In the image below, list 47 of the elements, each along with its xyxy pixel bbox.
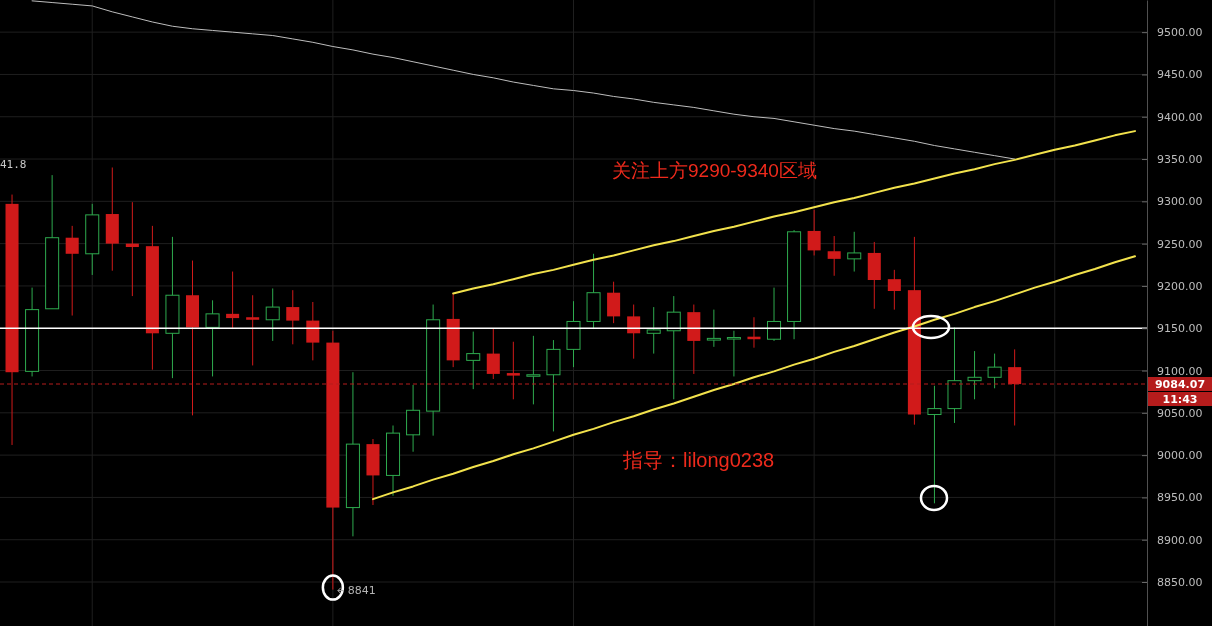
annotation: 8841	[347, 584, 376, 598]
candlestick	[726, 330, 741, 377]
y-tick-label: 9450.00	[1157, 68, 1203, 82]
candlestick	[607, 281, 621, 324]
annotation: 指导：lilong0238	[622, 449, 775, 471]
line-series	[371, 255, 1136, 501]
y-tick-label: 9100.00	[1157, 364, 1203, 378]
candlestick	[887, 269, 901, 311]
y-tick-label: 8900.00	[1157, 533, 1203, 547]
candlestick	[847, 231, 862, 273]
y-tick-label: 9500.00	[1157, 26, 1203, 40]
line-series	[452, 130, 1136, 295]
y-tick-label: 9000.00	[1157, 449, 1203, 463]
candlestick	[205, 299, 220, 377]
y-tick-label: 9250.00	[1157, 237, 1203, 251]
candlestick	[646, 306, 661, 355]
y-tick-label: 9150.00	[1157, 322, 1203, 336]
candlestick	[246, 294, 260, 366]
y-tick-label: 9300.00	[1157, 195, 1203, 209]
candlestick	[526, 335, 541, 405]
candlestick	[226, 271, 240, 330]
text: 11:43	[1162, 392, 1198, 406]
y-tick-label: 8850.00	[1157, 576, 1203, 590]
candlestick	[506, 341, 520, 400]
candlestick	[65, 225, 79, 317]
candlestick	[827, 235, 841, 277]
candlestick	[306, 301, 320, 361]
line-series	[31, 0, 1016, 160]
candlestick	[807, 209, 821, 256]
candlestick	[286, 289, 300, 345]
candlestick	[967, 350, 982, 400]
candlestick	[265, 287, 280, 342]
candlestick	[486, 327, 500, 380]
ref-line-label: 9084.07	[1154, 377, 1206, 391]
candlestick	[767, 287, 782, 342]
y-tick-label: 9350.00	[1157, 153, 1203, 167]
annotation: 41.8	[0, 157, 27, 171]
y-tick-label: 9200.00	[1157, 279, 1203, 293]
y-tick-label: 8950.00	[1157, 491, 1203, 505]
y-tick-label: 9400.00	[1157, 110, 1203, 124]
candlestick	[987, 353, 1002, 389]
candlestick	[466, 331, 481, 390]
annotation: 关注上方9290-9340区域	[612, 159, 817, 181]
candlestick	[706, 309, 721, 348]
candlestick	[1008, 348, 1022, 427]
candlestick	[927, 385, 942, 504]
y-tick-label: 9050.00	[1157, 406, 1203, 420]
